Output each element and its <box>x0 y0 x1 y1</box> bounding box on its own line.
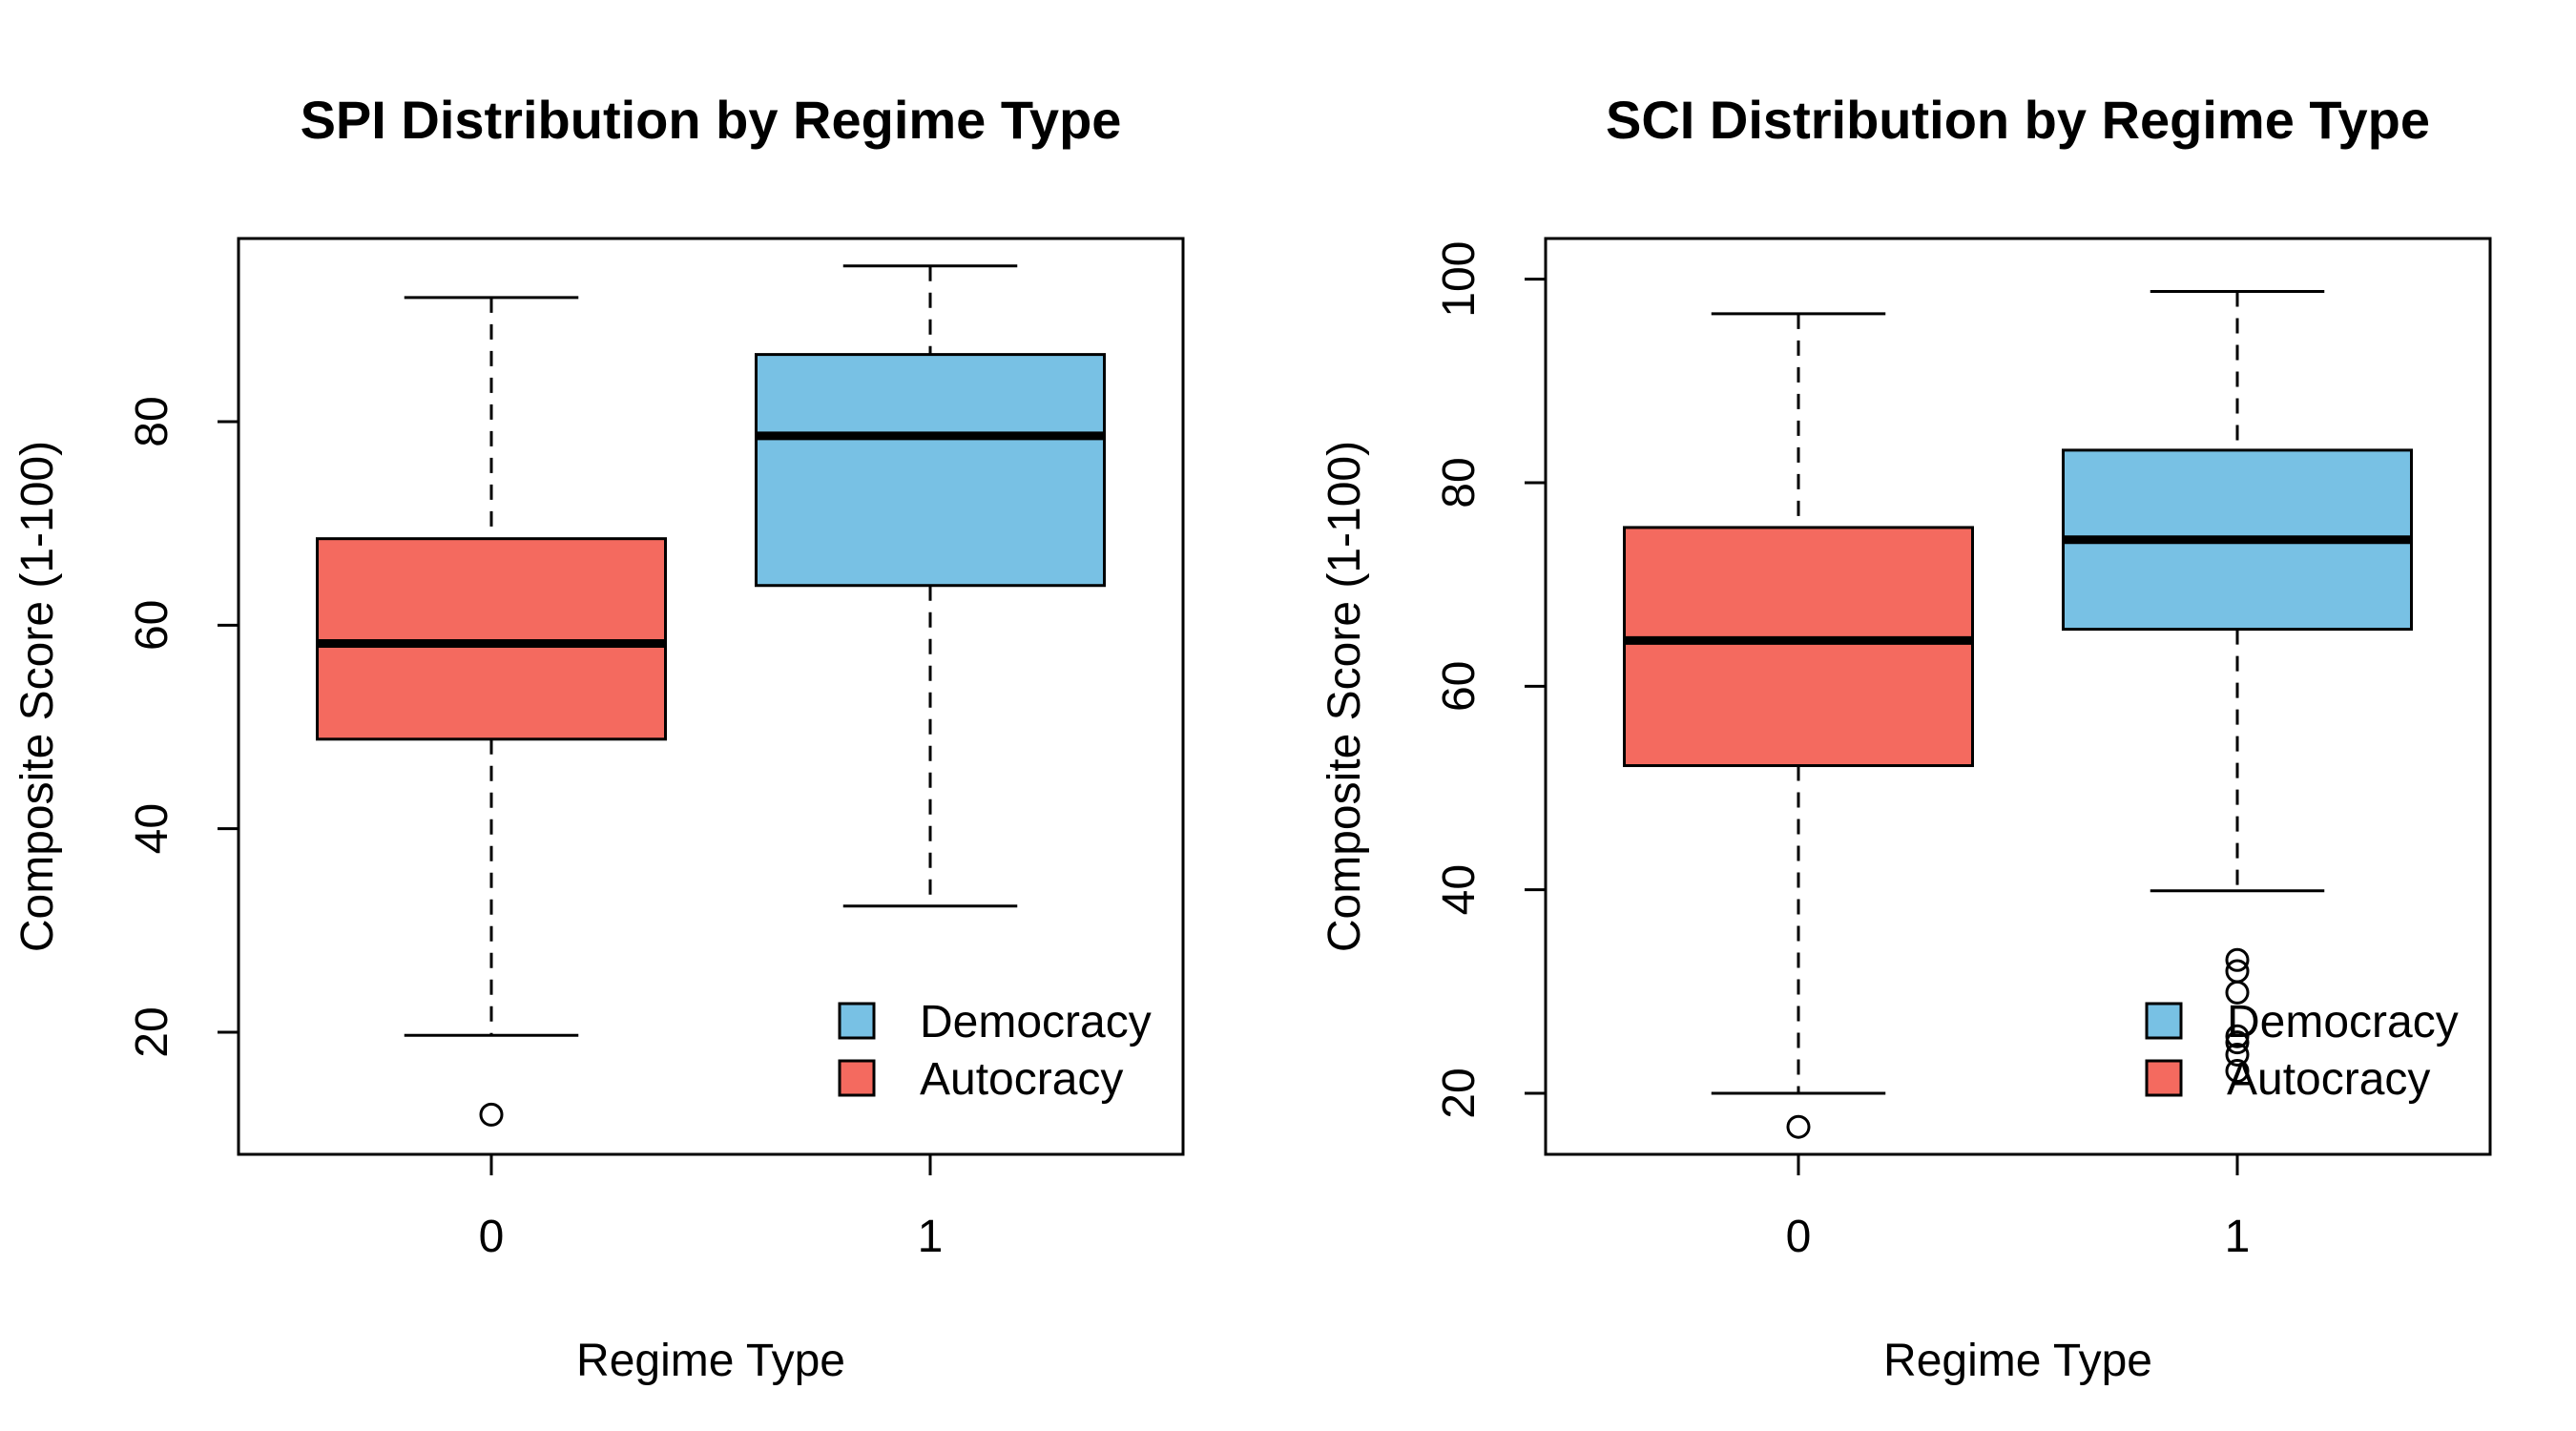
legend: Democracy Autocracy <box>2145 997 2459 1105</box>
outlier-point <box>2225 947 2250 972</box>
legend-swatch <box>838 1059 876 1097</box>
outlier-point <box>2225 980 2250 1005</box>
y-axis-label: Composite Score (1-100) <box>12 441 63 952</box>
sci-boxplot-panel: SCI Distribution by Regime Type Regime T… <box>1319 90 2492 1386</box>
legend-swatch <box>2145 1002 2183 1040</box>
legend-swatch <box>2145 1059 2183 1097</box>
x-tick-label: 0 <box>479 1212 505 1262</box>
legend-label: Autocracy <box>920 1054 1123 1105</box>
box-iqr <box>1623 526 1974 768</box>
outlier-point <box>2225 1030 2250 1055</box>
legend: Democracy Autocracy <box>838 997 1152 1105</box>
outlier-point <box>1786 1114 1811 1139</box>
box-iqr <box>755 353 1106 588</box>
y-axis-label: Composite Score (1-100) <box>1319 441 1370 952</box>
x-tick-label: 0 <box>1786 1212 1812 1262</box>
x-tick-label: 1 <box>918 1212 944 1262</box>
legend-label: Democracy <box>920 997 1152 1047</box>
outlier-point <box>2225 1024 2250 1048</box>
y-tick-label: 80 <box>127 396 177 446</box>
x-axis-label: Regime Type <box>576 1336 845 1386</box>
plot-area: 20 40 60 80 0 1 Democracy Autocracy <box>127 237 1185 1262</box>
y-tick-label: 40 <box>127 803 177 854</box>
y-tick-label: 60 <box>1434 661 1485 712</box>
y-tick-label: 60 <box>127 600 177 651</box>
plot-frame <box>1544 237 2492 1156</box>
spi-boxplot-panel: SPI Distribution by Regime Type Regime T… <box>12 90 1185 1386</box>
legend-label: Autocracy <box>2227 1054 2430 1105</box>
y-tick-label: 20 <box>1434 1068 1485 1118</box>
chart-title: SCI Distribution by Regime Type <box>1606 90 2430 150</box>
outlier-point <box>2225 1059 2250 1084</box>
x-axis-label: Regime Type <box>1883 1336 2152 1386</box>
chart-title: SPI Distribution by Regime Type <box>301 90 1122 150</box>
y-tick-label: 80 <box>1434 457 1485 508</box>
y-tick-label: 40 <box>1434 864 1485 915</box>
box-iqr <box>316 537 667 741</box>
x-tick-label: 1 <box>2225 1212 2251 1262</box>
plot-frame <box>237 237 1185 1156</box>
outlier-point <box>2225 1042 2250 1067</box>
legend-swatch <box>838 1002 876 1040</box>
legend-label: Democracy <box>2227 997 2459 1047</box>
outlier-point <box>479 1102 504 1127</box>
y-tick-label: 100 <box>1434 241 1485 318</box>
y-tick-label: 20 <box>127 1006 177 1057</box>
plot-area: 20 40 60 80 100 0 1 Democracy Autocracy <box>1434 237 2492 1262</box>
